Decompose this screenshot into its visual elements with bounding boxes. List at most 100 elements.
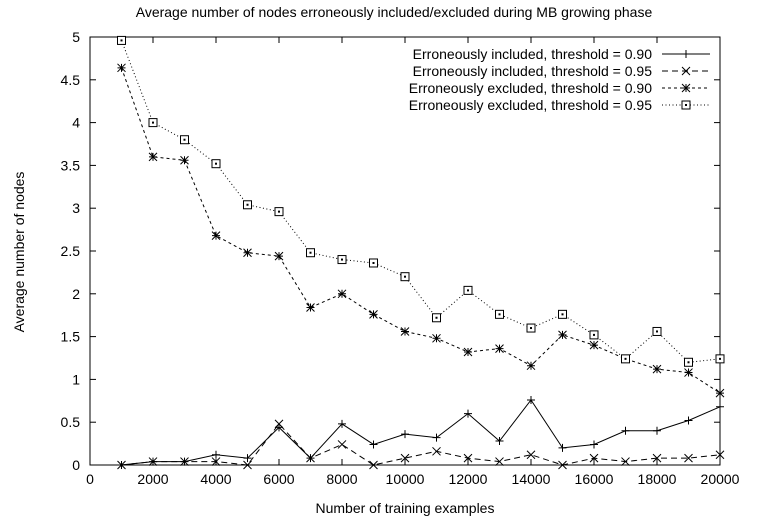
data-point-star	[684, 368, 693, 377]
data-point-x	[463, 453, 473, 463]
y-tick-label: 0.5	[61, 414, 81, 430]
data-point-box-center	[467, 289, 469, 292]
data-point-star	[337, 289, 347, 299]
data-point-box-center	[530, 327, 532, 330]
data-point-x	[715, 450, 725, 460]
x-axis: 0 2000 4000 6000 8000 10000 12000 14000 16000 180…	[86, 37, 740, 487]
data-point-box-center	[278, 210, 280, 213]
data-point-box-center	[120, 39, 123, 42]
series-4	[117, 35, 725, 367]
data-point-box-center	[685, 104, 687, 106]
data-point-star	[400, 327, 410, 336]
series-1	[117, 395, 724, 469]
data-point-box-center	[404, 275, 406, 278]
data-point-star	[681, 83, 691, 93]
data-point-plus	[682, 50, 690, 58]
x-axis-label: Number of training examples	[316, 500, 495, 516]
data-point-x	[558, 460, 567, 470]
data-point-x	[432, 446, 441, 456]
data-point-plus	[527, 395, 535, 404]
x-tick-label: 12000	[449, 471, 488, 487]
data-point-star	[526, 361, 536, 371]
data-point-plus	[495, 437, 504, 446]
data-point-plus	[243, 454, 252, 463]
data-point-box-center	[341, 258, 343, 261]
y-tick-label: 1	[72, 371, 80, 387]
data-point-plus	[716, 402, 724, 411]
data-point-box-center	[719, 357, 721, 360]
y-tick-label: 3.5	[61, 157, 81, 173]
data-point-plus	[558, 443, 567, 452]
data-point-box-center	[498, 313, 501, 316]
legend-label: Erroneously excluded, threshold = 0.95	[409, 97, 652, 113]
data-point-star	[117, 63, 126, 73]
series-3	[117, 63, 725, 398]
chart-title: Average number of nodes erroneously incl…	[136, 4, 653, 20]
data-point-star	[558, 330, 567, 340]
series-line	[121, 67, 721, 394]
data-point-star	[715, 388, 725, 398]
data-point-box-center	[309, 251, 312, 254]
y-tick-label: 2.5	[61, 243, 81, 259]
data-point-x	[684, 453, 693, 463]
series-line	[121, 423, 721, 466]
data-point-box-center	[183, 138, 186, 141]
legend-label: Erroneously included, threshold = 0.95	[413, 63, 653, 79]
x-tick-label: 4000	[200, 471, 231, 487]
data-point-plus	[684, 416, 693, 425]
data-point-x	[681, 66, 691, 76]
data-point-star	[652, 364, 662, 374]
data-point-box-center	[372, 261, 375, 264]
y-tick-label: 4	[72, 115, 80, 131]
data-point-x	[400, 453, 410, 463]
data-point-x	[274, 419, 284, 429]
data-point-box-center	[152, 121, 154, 124]
data-point-box-center	[593, 333, 595, 336]
y-tick-label: 1.5	[61, 329, 81, 345]
data-point-x	[495, 457, 504, 466]
y-tick-label: 0	[72, 457, 80, 473]
data-point-x	[369, 460, 378, 470]
data-point-plus	[590, 440, 598, 449]
data-point-star	[463, 347, 473, 357]
legend-label: Erroneously excluded, threshold = 0.90	[409, 80, 652, 96]
data-point-plus	[464, 409, 472, 418]
data-point-x	[526, 450, 536, 460]
x-tick-label: 16000	[575, 471, 614, 487]
data-point-star	[180, 155, 189, 165]
legend: Erroneously included, threshold = 0.90Er…	[409, 46, 710, 113]
series-line	[121, 40, 721, 363]
x-tick-label: 2000	[137, 471, 168, 487]
data-point-box-center	[561, 313, 564, 316]
data-point-x	[589, 453, 599, 463]
data-point-x	[652, 453, 662, 463]
plot-area	[117, 35, 725, 470]
data-point-x	[117, 460, 126, 470]
x-tick-label: 10000	[386, 471, 425, 487]
data-point-plus	[432, 433, 441, 442]
data-point-plus	[212, 450, 220, 459]
x-tick-label: 18000	[638, 471, 677, 487]
data-point-plus	[621, 426, 630, 435]
data-point-box-center	[215, 162, 217, 165]
data-point-plus	[653, 426, 661, 435]
data-point-star	[274, 251, 284, 261]
data-point-star	[432, 333, 441, 343]
data-point-star	[243, 248, 252, 258]
data-point-star	[211, 231, 221, 240]
y-axis: 0 0.5 1 1.5 2 2.5 3 3.5 4 4.5 5	[61, 29, 720, 473]
data-point-x	[211, 457, 221, 466]
data-point-x	[306, 453, 315, 463]
data-point-plus	[401, 430, 409, 439]
x-tick-label: 0	[86, 471, 94, 487]
data-point-x	[243, 460, 252, 470]
x-tick-label: 20000	[701, 471, 740, 487]
data-point-star	[495, 344, 504, 353]
y-tick-label: 3	[72, 200, 80, 216]
series-line	[121, 399, 721, 466]
x-tick-label: 8000	[326, 471, 357, 487]
data-point-x	[621, 457, 630, 466]
data-point-star	[589, 340, 599, 350]
data-point-star	[306, 303, 315, 312]
data-point-plus	[369, 440, 378, 449]
